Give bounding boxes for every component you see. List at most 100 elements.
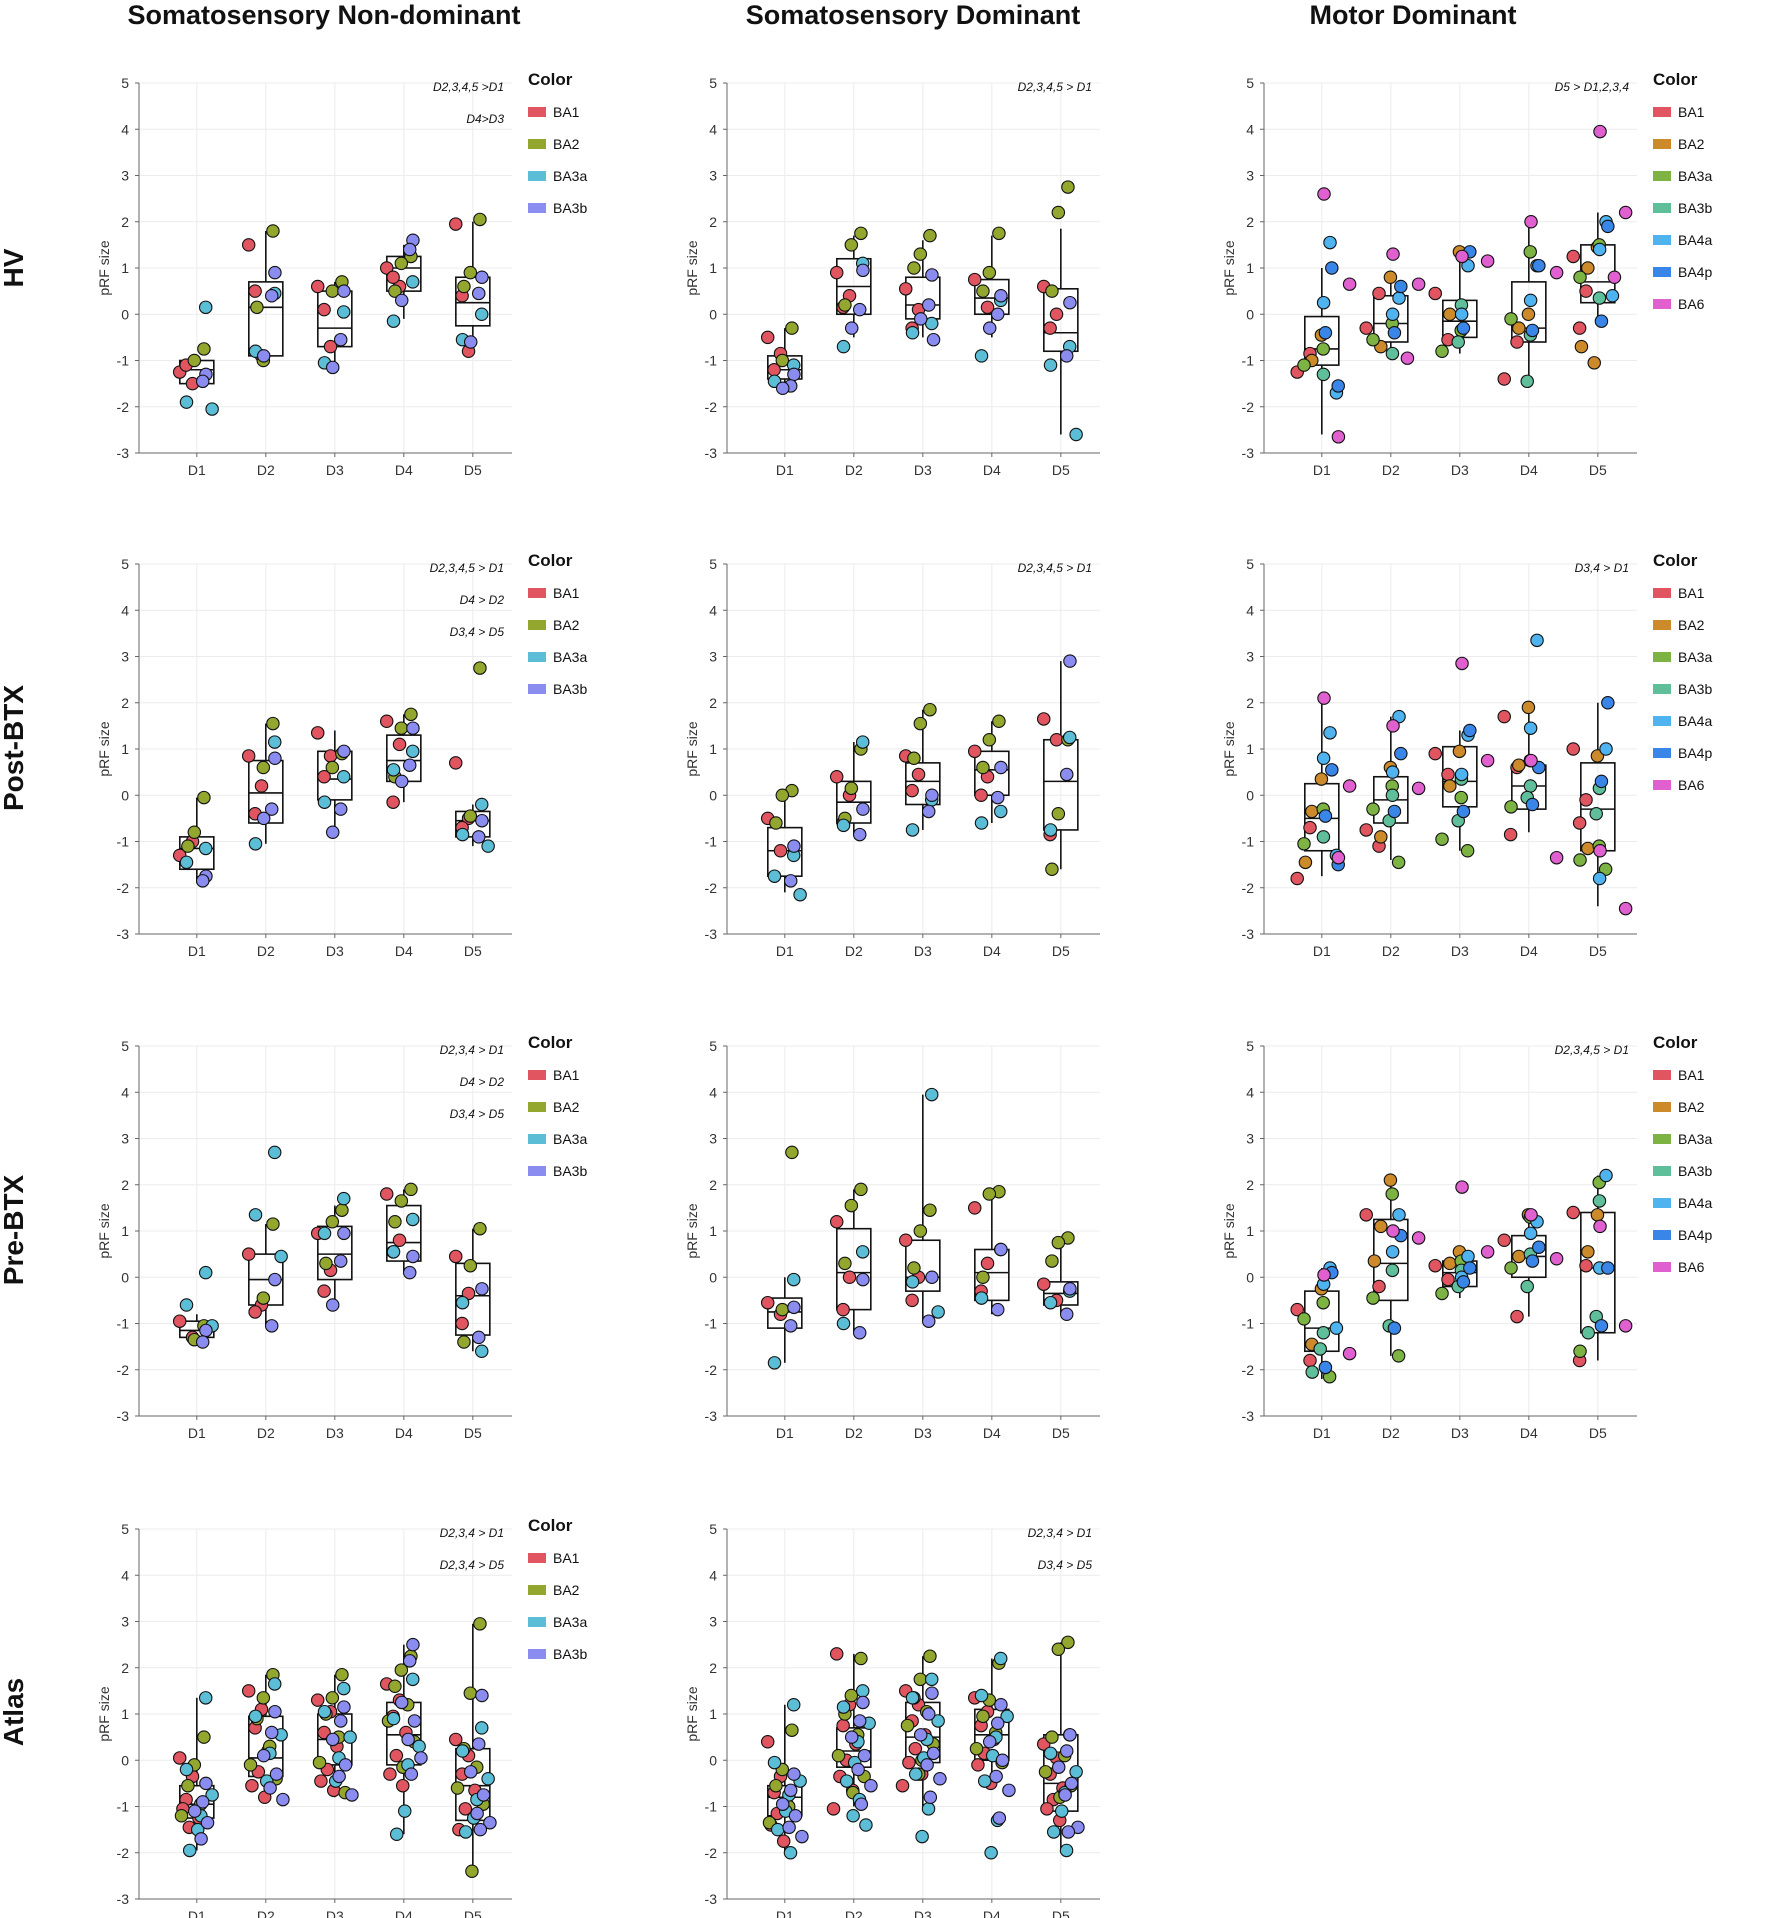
data-point-ba3a (248, 837, 263, 851)
x-tick-label: D5 (1052, 462, 1070, 478)
data-point-ba3a (905, 823, 920, 837)
data-point-ba3b (200, 1815, 215, 1830)
data-point-ba3b (194, 1832, 208, 1846)
data-point-ba2 (775, 788, 790, 802)
legend-swatch-ba4a (1653, 235, 1671, 245)
data-point-ba1 (1572, 321, 1587, 335)
x-tick-label: D3 (1451, 943, 1469, 959)
data-point-ba2 (187, 353, 202, 368)
data-point-ba1 (1043, 321, 1057, 335)
legend-label-ba1: BA1 (553, 1550, 580, 1566)
data-point-ba6 (1411, 781, 1426, 796)
x-tick-label: D2 (257, 943, 275, 959)
data-point-ba4a (1523, 293, 1538, 308)
data-point-ba1 (1049, 307, 1064, 321)
data-point-ba3a (179, 1762, 194, 1777)
data-point-ba2 (775, 353, 790, 368)
data-point-ba2 (1045, 862, 1059, 876)
data-point-ba4p (1394, 279, 1408, 294)
data-point-ba3a (1069, 1765, 1083, 1779)
data-point-ba2 (450, 1781, 465, 1795)
data-point-ba4a (1316, 751, 1331, 765)
legend-label-ba4a: BA4a (1678, 713, 1712, 729)
data-point-ba6 (1342, 1346, 1357, 1361)
y-tick-label: 0 (1246, 787, 1254, 803)
legend-label-ba3b: BA3b (553, 681, 587, 697)
data-point-ba3a (793, 887, 807, 902)
data-point-ba1 (1428, 1258, 1442, 1273)
y-tick-label: 4 (121, 1084, 129, 1100)
data-point-ba3a (1391, 855, 1406, 870)
data-point-ba3a (198, 300, 213, 315)
y-tick-label: 5 (121, 1038, 129, 1054)
y-tick-label: 1 (1246, 1223, 1254, 1239)
data-point-ba2 (256, 760, 271, 775)
annotation: D2,3,4,5 >D1 (433, 80, 504, 94)
data-point-ba2 (1581, 261, 1595, 275)
data-point-ba1 (379, 714, 394, 728)
data-point-ba3b (406, 721, 420, 735)
data-point-ba2 (775, 1302, 790, 1317)
data-point-ba3a (993, 804, 1008, 819)
data-point-ba3b (195, 1335, 210, 1349)
data-point-ba3b (1064, 1776, 1079, 1791)
data-point-ba4a (1454, 307, 1469, 321)
data-point-ba3b (994, 1242, 1008, 1257)
data-point-ba1 (1441, 767, 1455, 782)
annotation: D2,3,4,5 > D1 (1555, 1043, 1629, 1057)
legend-swatch-ba2 (1653, 139, 1671, 149)
data-point-ba1 (829, 265, 844, 280)
data-point-ba2 (923, 1649, 937, 1663)
data-point-ba3a (389, 1827, 404, 1842)
data-point-ba3b (989, 1769, 1003, 1784)
data-point-ba1 (310, 279, 325, 294)
data-point-ba3a (1000, 1709, 1014, 1724)
data-point-ba3b (851, 1762, 865, 1777)
data-point-ba3a (1366, 802, 1380, 816)
y-axis-label: pRF size (684, 721, 700, 776)
data-point-ba3a (924, 1087, 939, 1102)
data-point-ba1 (1510, 1309, 1524, 1324)
box (974, 1248, 1010, 1302)
data-point-ba1 (898, 282, 913, 296)
data-point-ba3b (1063, 1728, 1077, 1742)
y-tick-label: 4 (709, 602, 717, 618)
data-point-ba3b (276, 1792, 290, 1807)
data-point-ba3a (786, 1698, 801, 1712)
legend-swatch-ba3a (1653, 1134, 1671, 1144)
data-point-ba3b (920, 1758, 934, 1772)
data-point-ba3b (337, 1226, 351, 1241)
data-point-ba3b (394, 1695, 409, 1710)
legend-title: Color (1653, 1033, 1698, 1052)
x-tick-label: D1 (188, 943, 206, 959)
data-point-ba3b (992, 1811, 1007, 1825)
data-point-ba3b (402, 758, 417, 772)
data-point-ba1 (971, 1758, 985, 1772)
y-tick-label: 4 (1246, 121, 1254, 137)
data-point-ba3b (470, 1806, 484, 1821)
data-point-ba3a (839, 1774, 854, 1788)
data-point-ba1 (1428, 286, 1442, 301)
data-point-ba1 (1428, 746, 1442, 761)
data-point-ba3b (333, 332, 348, 347)
data-point-ba3b (1385, 788, 1400, 802)
panel-post-sd: -3 -2 -1 0 1 2 3 4 5 pRF size D1 D2 D3 D4 D5 D2,3,4,5 >… (684, 556, 1100, 959)
data-point-ba1 (905, 783, 919, 798)
data-point-ba2 (1443, 1256, 1457, 1271)
data-point-ba3b (1059, 349, 1074, 363)
data-point-ba3a (405, 275, 420, 289)
legend-label-ba1: BA1 (1678, 104, 1705, 120)
x-tick-label: D2 (845, 1425, 863, 1441)
y-tick-label: -3 (705, 1408, 718, 1424)
data-point-ba3a (1435, 344, 1449, 358)
data-point-ba1 (908, 1741, 923, 1756)
annotation: D2,3,4 > D1 (440, 1526, 504, 1540)
data-point-ba4a (1530, 633, 1544, 648)
legend-title: Color (528, 551, 573, 570)
data-point-ba1 (967, 1201, 982, 1215)
data-point-ba3b (333, 1714, 348, 1728)
data-point-ba4a (1599, 1168, 1613, 1183)
y-tick-label: -2 (117, 399, 130, 415)
legend-swatch-ba3b (528, 203, 546, 213)
y-tick-label: 1 (121, 1706, 129, 1722)
